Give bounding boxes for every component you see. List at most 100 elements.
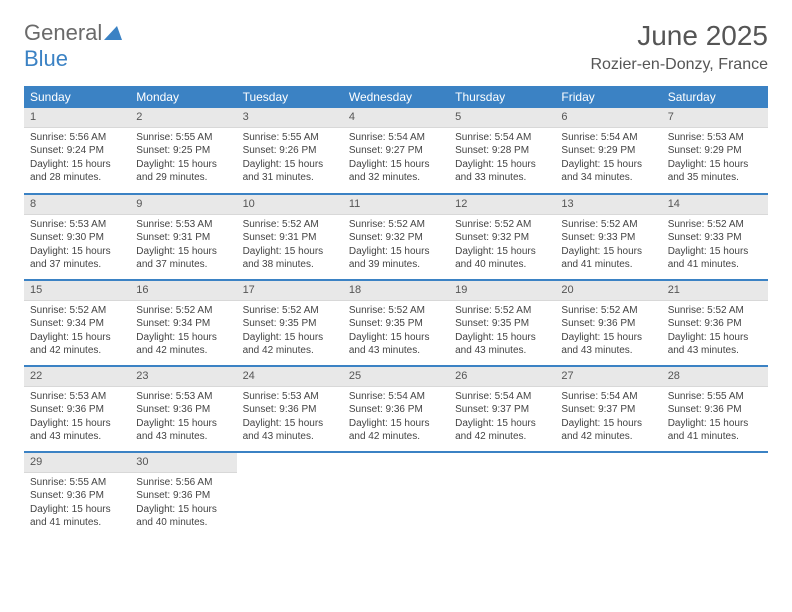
- calendar-row: 29Sunrise: 5:55 AMSunset: 9:36 PMDayligh…: [24, 452, 768, 538]
- calendar-cell: 15Sunrise: 5:52 AMSunset: 9:34 PMDayligh…: [24, 280, 130, 366]
- sunrise-text: Sunrise: 5:52 AM: [30, 304, 124, 318]
- calendar-cell: 26Sunrise: 5:54 AMSunset: 9:37 PMDayligh…: [449, 366, 555, 452]
- day-number: 25: [343, 367, 449, 387]
- calendar-cell: 28Sunrise: 5:55 AMSunset: 9:36 PMDayligh…: [662, 366, 768, 452]
- daylight-text-2: and 41 minutes.: [668, 430, 762, 444]
- sunrise-text: Sunrise: 5:52 AM: [136, 304, 230, 318]
- sunrise-text: Sunrise: 5:54 AM: [349, 390, 443, 404]
- calendar-cell: [343, 452, 449, 538]
- sunrise-text: Sunrise: 5:53 AM: [30, 390, 124, 404]
- day-number: 10: [237, 195, 343, 215]
- sunset-text: Sunset: 9:33 PM: [668, 231, 762, 245]
- day-number: 13: [555, 195, 661, 215]
- daylight-text-1: Daylight: 15 hours: [561, 245, 655, 259]
- calendar-cell: 5Sunrise: 5:54 AMSunset: 9:28 PMDaylight…: [449, 108, 555, 194]
- day-number: 26: [449, 367, 555, 387]
- daylight-text-2: and 43 minutes.: [668, 344, 762, 358]
- daylight-text-2: and 43 minutes.: [561, 344, 655, 358]
- calendar-cell: [662, 452, 768, 538]
- sunrise-text: Sunrise: 5:54 AM: [455, 390, 549, 404]
- day-number: 4: [343, 108, 449, 128]
- daylight-text-1: Daylight: 15 hours: [561, 331, 655, 345]
- sunrise-text: Sunrise: 5:55 AM: [243, 131, 337, 145]
- day-number: 7: [662, 108, 768, 128]
- logo: General Blue: [24, 20, 122, 72]
- calendar-cell: [555, 452, 661, 538]
- day-content: Sunrise: 5:52 AMSunset: 9:35 PMDaylight:…: [343, 301, 449, 362]
- day-number: 5: [449, 108, 555, 128]
- calendar-cell: [237, 452, 343, 538]
- day-content: Sunrise: 5:54 AMSunset: 9:36 PMDaylight:…: [343, 387, 449, 448]
- daylight-text-2: and 42 minutes.: [561, 430, 655, 444]
- daylight-text-1: Daylight: 15 hours: [30, 503, 124, 517]
- sunrise-text: Sunrise: 5:54 AM: [349, 131, 443, 145]
- daylight-text-2: and 43 minutes.: [243, 430, 337, 444]
- day-number: 12: [449, 195, 555, 215]
- calendar-cell: 21Sunrise: 5:52 AMSunset: 9:36 PMDayligh…: [662, 280, 768, 366]
- day-content: Sunrise: 5:54 AMSunset: 9:29 PMDaylight:…: [555, 128, 661, 189]
- day-number: 24: [237, 367, 343, 387]
- daylight-text-1: Daylight: 15 hours: [561, 158, 655, 172]
- daylight-text-2: and 34 minutes.: [561, 171, 655, 185]
- calendar-row: 8Sunrise: 5:53 AMSunset: 9:30 PMDaylight…: [24, 194, 768, 280]
- sunset-text: Sunset: 9:36 PM: [561, 317, 655, 331]
- calendar-table: Sunday Monday Tuesday Wednesday Thursday…: [24, 86, 768, 538]
- daylight-text-2: and 43 minutes.: [30, 430, 124, 444]
- day-number: 9: [130, 195, 236, 215]
- daylight-text-1: Daylight: 15 hours: [243, 158, 337, 172]
- day-number: 2: [130, 108, 236, 128]
- header: General Blue June 2025 Rozier-en-Donzy, …: [24, 20, 768, 74]
- logo-text-general: General: [24, 20, 102, 45]
- daylight-text-2: and 41 minutes.: [561, 258, 655, 272]
- sunset-text: Sunset: 9:36 PM: [30, 489, 124, 503]
- day-content: Sunrise: 5:55 AMSunset: 9:25 PMDaylight:…: [130, 128, 236, 189]
- day-number: 22: [24, 367, 130, 387]
- day-number: 14: [662, 195, 768, 215]
- daylight-text-1: Daylight: 15 hours: [668, 417, 762, 431]
- day-content: Sunrise: 5:52 AMSunset: 9:33 PMDaylight:…: [662, 215, 768, 276]
- logo-text: General Blue: [24, 20, 122, 72]
- day-content: Sunrise: 5:55 AMSunset: 9:36 PMDaylight:…: [24, 473, 130, 534]
- calendar-cell: 13Sunrise: 5:52 AMSunset: 9:33 PMDayligh…: [555, 194, 661, 280]
- sunrise-text: Sunrise: 5:53 AM: [243, 390, 337, 404]
- title-block: June 2025 Rozier-en-Donzy, France: [590, 20, 768, 74]
- calendar-cell: 14Sunrise: 5:52 AMSunset: 9:33 PMDayligh…: [662, 194, 768, 280]
- weekday-header: Tuesday: [237, 86, 343, 108]
- daylight-text-2: and 43 minutes.: [349, 344, 443, 358]
- day-number: 30: [130, 453, 236, 473]
- day-number: 16: [130, 281, 236, 301]
- daylight-text-1: Daylight: 15 hours: [561, 417, 655, 431]
- sunrise-text: Sunrise: 5:52 AM: [455, 304, 549, 318]
- sunset-text: Sunset: 9:36 PM: [243, 403, 337, 417]
- daylight-text-2: and 32 minutes.: [349, 171, 443, 185]
- calendar-cell: 19Sunrise: 5:52 AMSunset: 9:35 PMDayligh…: [449, 280, 555, 366]
- sunrise-text: Sunrise: 5:53 AM: [668, 131, 762, 145]
- calendar-cell: 2Sunrise: 5:55 AMSunset: 9:25 PMDaylight…: [130, 108, 236, 194]
- sunrise-text: Sunrise: 5:53 AM: [136, 390, 230, 404]
- day-content: Sunrise: 5:52 AMSunset: 9:32 PMDaylight:…: [449, 215, 555, 276]
- daylight-text-1: Daylight: 15 hours: [455, 417, 549, 431]
- calendar-cell: 1Sunrise: 5:56 AMSunset: 9:24 PMDaylight…: [24, 108, 130, 194]
- sunset-text: Sunset: 9:32 PM: [349, 231, 443, 245]
- daylight-text-2: and 28 minutes.: [30, 171, 124, 185]
- calendar-row: 15Sunrise: 5:52 AMSunset: 9:34 PMDayligh…: [24, 280, 768, 366]
- daylight-text-1: Daylight: 15 hours: [349, 245, 443, 259]
- sunset-text: Sunset: 9:28 PM: [455, 144, 549, 158]
- daylight-text-1: Daylight: 15 hours: [136, 158, 230, 172]
- day-content: Sunrise: 5:52 AMSunset: 9:35 PMDaylight:…: [237, 301, 343, 362]
- day-content: Sunrise: 5:56 AMSunset: 9:36 PMDaylight:…: [130, 473, 236, 534]
- daylight-text-2: and 38 minutes.: [243, 258, 337, 272]
- daylight-text-2: and 35 minutes.: [668, 171, 762, 185]
- day-number: 29: [24, 453, 130, 473]
- sunset-text: Sunset: 9:24 PM: [30, 144, 124, 158]
- daylight-text-1: Daylight: 15 hours: [668, 158, 762, 172]
- weekday-header: Sunday: [24, 86, 130, 108]
- sunrise-text: Sunrise: 5:54 AM: [455, 131, 549, 145]
- day-content: Sunrise: 5:52 AMSunset: 9:36 PMDaylight:…: [662, 301, 768, 362]
- sunrise-text: Sunrise: 5:55 AM: [136, 131, 230, 145]
- sunrise-text: Sunrise: 5:56 AM: [30, 131, 124, 145]
- day-number: 20: [555, 281, 661, 301]
- day-number: 3: [237, 108, 343, 128]
- calendar-cell: 11Sunrise: 5:52 AMSunset: 9:32 PMDayligh…: [343, 194, 449, 280]
- calendar-cell: 22Sunrise: 5:53 AMSunset: 9:36 PMDayligh…: [24, 366, 130, 452]
